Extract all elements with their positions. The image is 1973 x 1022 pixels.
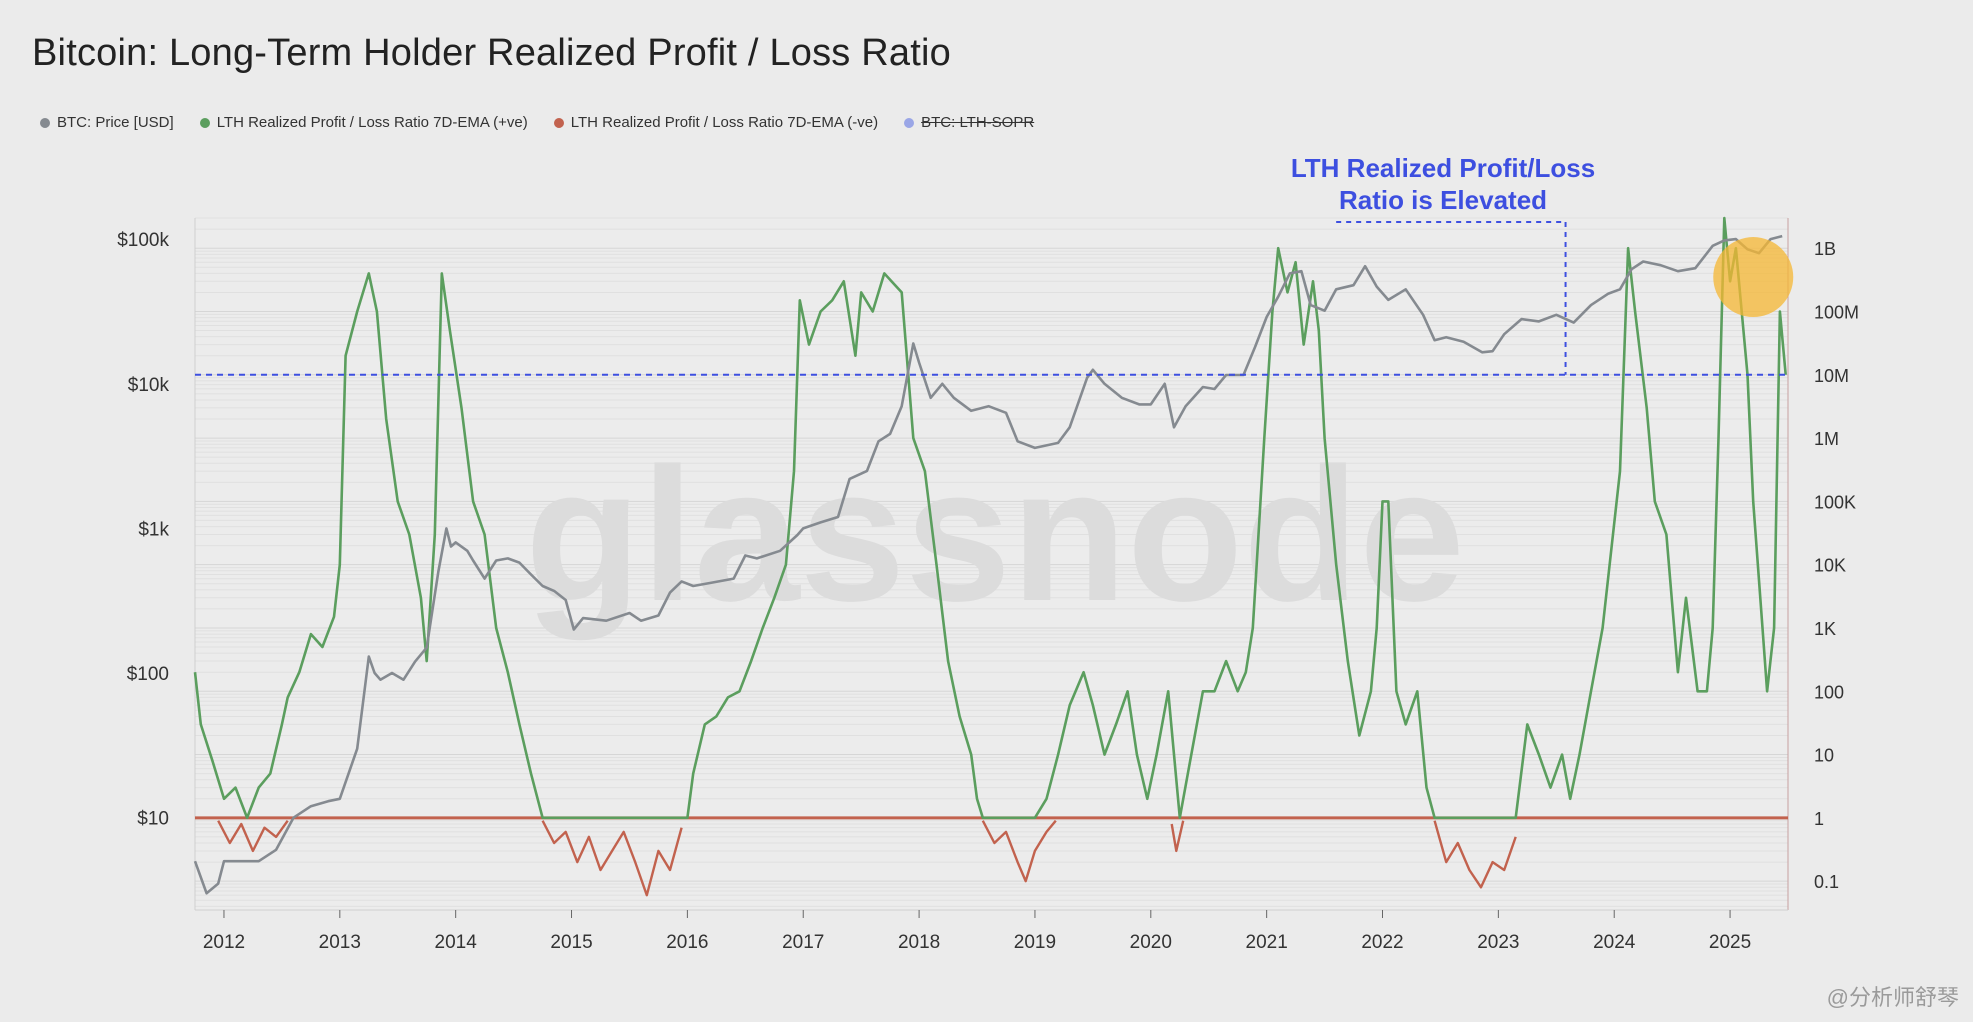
y-right-tick-label: 10M [1814,366,1849,386]
x-tick-label: 2015 [550,932,592,953]
chart-legend: BTC: Price [USD] LTH Realized Profit / L… [40,114,1034,131]
x-tick-label: 2017 [782,932,824,953]
y-left-tick-label: $1k [138,519,169,540]
legend-item-lth-sopr[interactable]: BTC: LTH-SOPR [904,114,1034,131]
y-right-tick-label: 100 [1814,682,1844,702]
x-tick-label: 2018 [898,932,940,953]
x-tick-label: 2020 [1130,932,1172,953]
legend-label: BTC: LTH-SOPR [921,114,1035,131]
legend-item-ratio-positive[interactable]: LTH Realized Profit / Loss Ratio 7D-EMA … [199,114,528,131]
x-tick-label: 2023 [1477,932,1519,953]
y-left-tick-label: $10 [137,809,169,830]
legend-label: BTC: Price [USD] [57,114,174,131]
series-ratio-negative-segment [1170,820,1185,853]
series-ratio-negative-segment [981,819,1057,883]
x-tick-label: 2016 [666,932,708,953]
x-tick-label: 2019 [1014,932,1056,953]
chart-series [193,216,1794,897]
y-right-tick-label: 10 [1814,746,1834,766]
chart-axes: 2012 2013 2014 2015 2016 2017 2018 2019 2020 2021… [117,218,1859,953]
legend-item-price[interactable]: BTC: Price [USD] [40,114,174,131]
series-ratio-negative-segment [217,820,289,853]
legend-dot-icon [199,117,210,128]
x-tick-label: 2024 [1593,932,1636,953]
y-right-tick-label: 100M [1814,302,1859,322]
y-right-tick-label: 100K [1814,492,1856,512]
chart-title: Bitcoin: Long-Term Holder Realized Profi… [32,32,951,74]
y-right-tick-label: 1M [1814,429,1839,449]
y-right-tick-label: 1B [1814,239,1836,259]
legend-label: LTH Realized Profit / Loss Ratio 7D-EMA … [216,114,528,131]
glassnode-watermark: glassnode [525,429,1465,641]
legend-item-ratio-negative[interactable]: LTH Realized Profit / Loss Ratio 7D-EMA … [553,114,879,131]
annotation-line-2: Ratio is Elevated [1339,185,1547,215]
attribution: @分析师舒琴 [1827,980,1959,1012]
legend-dot-icon [40,117,50,128]
y-right-tick-label: 10K [1814,556,1846,576]
series-ratio-negative-segment [541,820,683,897]
series-btc-price [193,234,1783,895]
legend-dot-icon [553,117,564,128]
y-left-tick-label: $100k [117,230,169,251]
y-right-tick-label: 0.1 [1814,872,1839,892]
x-tick-label: 2014 [435,932,478,953]
x-tick-label: 2013 [319,932,361,953]
series-ratio-negative-segment [1433,820,1517,889]
x-tick-label: 2012 [203,932,245,953]
x-tick-label: 2021 [1246,932,1288,953]
highlight-circle [1713,237,1794,318]
y-left-tick-label: $100 [127,664,169,685]
legend-dot-icon [904,117,915,128]
annotation-line-1: LTH Realized Profit/Loss [1291,153,1595,183]
plot-area [195,218,1788,910]
y-right-tick-label: 1K [1814,619,1836,639]
chart-grid [195,217,1788,910]
legend-label: LTH Realized Profit / Loss Ratio 7D-EMA … [570,114,879,131]
y-left-tick-label: $10k [128,375,170,396]
x-tick-label: 2025 [1709,932,1751,953]
x-tick-label: 2022 [1361,932,1403,953]
chart-annotation: LTH Realized Profit/Loss Ratio is Elevat… [1291,153,1595,215]
attribution-text: @分析师舒琴 [1826,985,1959,1010]
y-right-tick-label: 1 [1814,809,1824,829]
